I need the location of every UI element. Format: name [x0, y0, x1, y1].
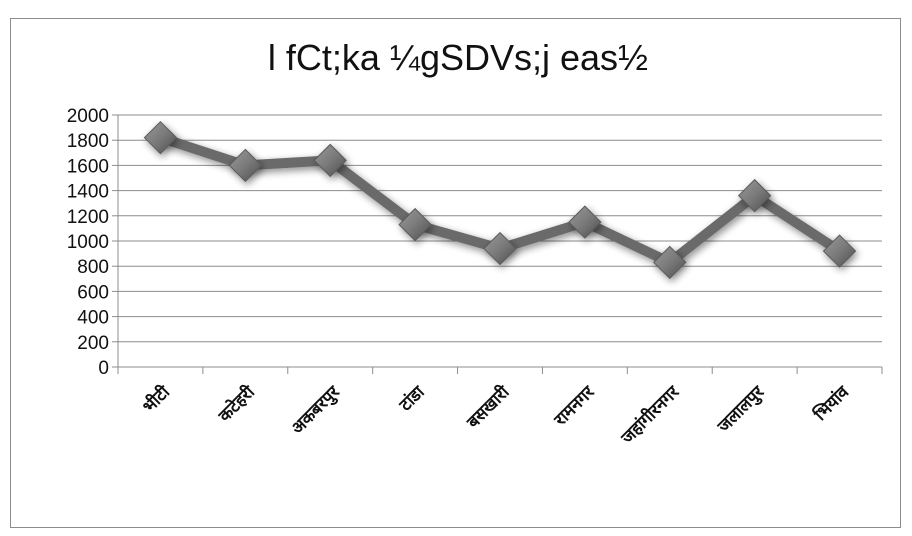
chart-title: l fCt;ka ¼gSDVs;j eas½: [268, 37, 648, 78]
x-tick-label: टांडा: [395, 382, 429, 416]
x-axis-tick-labels: भीटी कटेहरी अकबरपुर टांडा बसखारी रामनगर जहांगी…: [138, 381, 854, 449]
y-tick-label: 200: [77, 333, 109, 354]
y-tick-label: 800: [77, 257, 109, 278]
x-tick-label: भीटी: [138, 381, 174, 417]
data-point-marker: [143, 120, 178, 155]
y-tick-label: 1000: [67, 232, 109, 253]
y-tick-label: 1200: [67, 207, 109, 228]
data-point-markers: [143, 120, 857, 280]
y-tick-label: 0: [98, 358, 109, 379]
y-tick-label: 1400: [67, 182, 109, 203]
x-tick-label: जहांगीरनगर: [616, 381, 684, 449]
x-tick-label: बसखारी: [462, 381, 514, 433]
data-point-marker: [483, 231, 517, 266]
data-point-marker: [228, 148, 263, 183]
x-tick-label: जलालपुर: [713, 382, 769, 438]
y-tick-label: 400: [77, 308, 109, 329]
data-point-marker: [653, 245, 687, 280]
data-point-marker: [737, 178, 772, 213]
x-tick-label: भियांव: [809, 381, 854, 426]
chart-frame: [10, 18, 901, 528]
grid-lines: [118, 114, 882, 343]
axes: [112, 114, 883, 374]
x-tick-label: रामनगर: [550, 382, 599, 431]
data-point-marker: [568, 205, 602, 239]
data-point-marker: [822, 234, 857, 268]
data-point-marker: [398, 207, 432, 242]
y-tick-label: 2000: [67, 106, 109, 127]
y-tick-label: 1600: [67, 156, 109, 177]
y-axis-tick-labels: 0 200 400 600 800 1000 1200 1400 1600 1800 2000: [67, 106, 109, 379]
y-tick-label: 600: [77, 282, 109, 303]
y-tick-label: 1800: [67, 131, 109, 152]
data-point-marker: [313, 143, 347, 178]
x-tick-label: कटेहरी: [214, 381, 260, 427]
x-tick-label: अकबरपुर: [288, 382, 345, 439]
